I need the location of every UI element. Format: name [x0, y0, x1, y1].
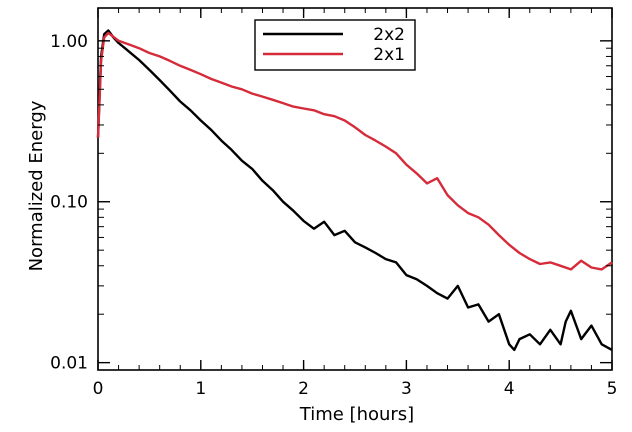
y-tick-label: 1.00 [50, 32, 88, 52]
y-tick-label: 0.01 [50, 354, 88, 374]
plot-frame [97, 7, 613, 371]
x-tick-label: 0 [93, 379, 104, 399]
x-tick-label: 3 [401, 379, 412, 399]
series-layer [96, 29, 613, 352]
series-line-2x1 [96, 31, 613, 271]
ticks-layer: 0 1 2 3 4 5 0.01 0.10 1.00 [50, 8, 617, 399]
y-axis-label: Normalized Energy [26, 100, 47, 271]
y-tick-label: 0.10 [50, 193, 88, 213]
x-tick-label: 5 [607, 379, 618, 399]
x-axis-label: Time [hours] [299, 404, 414, 425]
legend-label-2x1: 2x1 [373, 45, 405, 65]
legend-label-2x2: 2x2 [373, 25, 405, 45]
x-tick-label: 2 [298, 379, 309, 399]
x-tick-label: 1 [195, 379, 206, 399]
x-tick-label: 4 [504, 379, 515, 399]
series-line-2x2 [96, 29, 613, 352]
legend-box [254, 19, 416, 71]
plot-border [97, 7, 613, 371]
